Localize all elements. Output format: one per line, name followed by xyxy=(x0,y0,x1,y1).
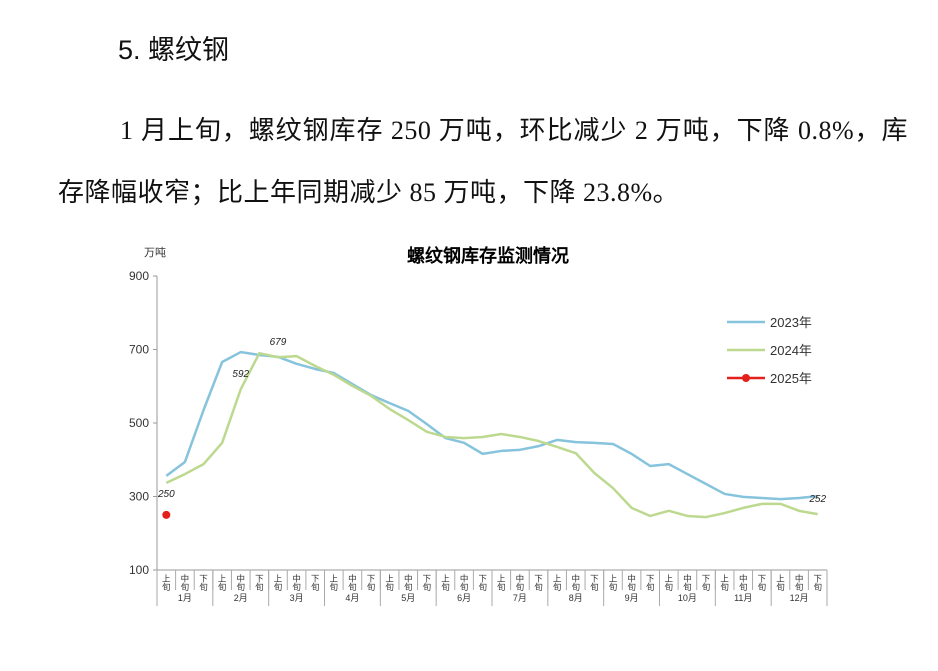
legend-marker xyxy=(742,374,750,382)
x-tick-label: 中旬 xyxy=(738,573,748,592)
x-tick-label: 中旬 xyxy=(292,573,302,592)
heading: 5. 螺纹钢 xyxy=(118,35,230,65)
data-label: 679 xyxy=(270,337,287,348)
x-tick-label: 下旬 xyxy=(701,574,711,592)
month-label: 6月 xyxy=(457,593,471,603)
x-tick-label: 下旬 xyxy=(813,574,823,592)
legend-label: 2025年 xyxy=(770,371,812,386)
x-tick-label: 上旬 xyxy=(273,574,283,592)
x-tick-label: 上旬 xyxy=(664,574,674,592)
x-tick-label: 中旬 xyxy=(794,573,804,592)
x-tick-label: 中旬 xyxy=(403,573,413,592)
x-tick-label: 上旬 xyxy=(329,574,339,592)
x-tick-label: 中旬 xyxy=(627,573,637,592)
y-tick-label: 700 xyxy=(129,343,149,357)
x-tick-label: 中旬 xyxy=(459,573,469,592)
month-label: 2月 xyxy=(234,593,248,603)
x-tick-label: 中旬 xyxy=(682,573,692,592)
series-line xyxy=(165,351,818,519)
x-tick-label: 下旬 xyxy=(589,574,599,592)
x-tick-label: 中旬 xyxy=(347,573,357,592)
x-tick-label: 下旬 xyxy=(478,574,488,592)
month-label: 5月 xyxy=(401,593,415,603)
x-tick-label: 下旬 xyxy=(757,574,767,592)
x-tick-label: 上旬 xyxy=(775,574,785,592)
x-tick-label: 上旬 xyxy=(217,574,227,592)
y-tick-label: 100 xyxy=(129,563,149,577)
data-label: 250 xyxy=(157,489,175,500)
x-tick-label: 上旬 xyxy=(608,574,618,592)
x-tick-label: 中旬 xyxy=(180,573,190,592)
chart-title: 螺纹钢库存监测情况 xyxy=(407,245,569,266)
x-tick-label: 下旬 xyxy=(645,574,655,592)
month-label: 7月 xyxy=(513,593,527,603)
month-label: 10月 xyxy=(678,593,697,603)
series-line xyxy=(165,350,818,501)
x-tick-label: 上旬 xyxy=(552,574,562,592)
x-tick-label: 下旬 xyxy=(254,574,264,592)
x-tick-label: 下旬 xyxy=(422,574,432,592)
legend-label: 2023年 xyxy=(770,315,812,330)
x-tick-label: 上旬 xyxy=(385,574,395,592)
x-tick-label: 上旬 xyxy=(161,574,171,592)
x-tick-label: 中旬 xyxy=(236,573,246,592)
x-tick-label: 下旬 xyxy=(534,574,544,592)
x-tick-label: 上旬 xyxy=(440,574,450,592)
paragraph: 1 月上旬，螺纹钢库存 250 万吨，环比减少 2 万吨，下降 0.8%，库存降… xyxy=(58,116,908,207)
x-tick-label: 上旬 xyxy=(720,574,730,592)
month-label: 1月 xyxy=(178,593,192,603)
x-tick-label: 上旬 xyxy=(496,574,506,592)
data-label: 252 xyxy=(808,494,826,505)
month-label: 11月 xyxy=(734,593,752,603)
x-tick-label: 下旬 xyxy=(366,574,376,592)
y-tick-label: 500 xyxy=(129,416,149,430)
x-tick-label: 下旬 xyxy=(199,574,209,592)
x-tick-label: 下旬 xyxy=(310,574,320,592)
y-tick-label: 300 xyxy=(129,490,149,504)
x-tick-label: 中旬 xyxy=(515,573,525,592)
month-label: 3月 xyxy=(290,593,304,603)
month-label: 8月 xyxy=(569,593,583,603)
data-label: 592 xyxy=(232,369,249,380)
month-label: 9月 xyxy=(625,593,639,603)
month-label: 4月 xyxy=(345,593,359,603)
month-label: 12月 xyxy=(790,593,809,603)
y-axis-label: 万吨 xyxy=(144,246,166,259)
y-tick-label: 900 xyxy=(129,269,149,283)
series-point xyxy=(162,510,171,519)
legend-label: 2024年 xyxy=(770,343,812,358)
x-tick-label: 中旬 xyxy=(571,573,581,592)
